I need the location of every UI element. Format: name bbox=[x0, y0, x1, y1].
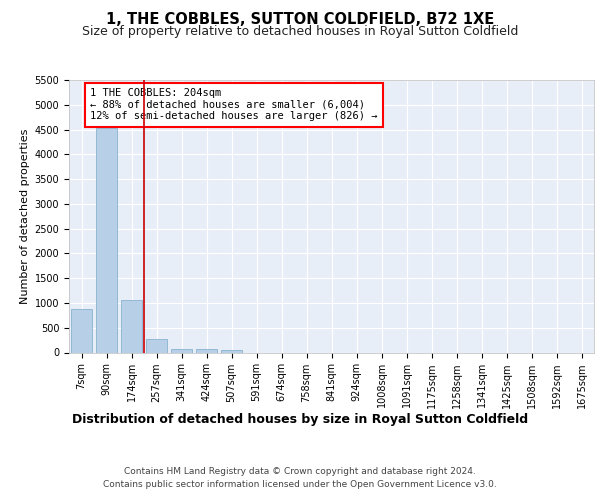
Text: Contains public sector information licensed under the Open Government Licence v3: Contains public sector information licen… bbox=[103, 480, 497, 489]
Bar bbox=[71, 309, 92, 352]
Y-axis label: Number of detached properties: Number of detached properties bbox=[20, 128, 31, 304]
Bar bbox=[196, 348, 217, 352]
Text: 1, THE COBBLES, SUTTON COLDFIELD, B72 1XE: 1, THE COBBLES, SUTTON COLDFIELD, B72 1X… bbox=[106, 12, 494, 28]
Bar bbox=[96, 128, 117, 352]
Bar bbox=[146, 339, 167, 352]
Text: Distribution of detached houses by size in Royal Sutton Coldfield: Distribution of detached houses by size … bbox=[72, 412, 528, 426]
Text: Contains HM Land Registry data © Crown copyright and database right 2024.: Contains HM Land Registry data © Crown c… bbox=[124, 468, 476, 476]
Text: 1 THE COBBLES: 204sqm
← 88% of detached houses are smaller (6,004)
12% of semi-d: 1 THE COBBLES: 204sqm ← 88% of detached … bbox=[90, 88, 377, 122]
Text: Size of property relative to detached houses in Royal Sutton Coldfield: Size of property relative to detached ho… bbox=[82, 25, 518, 38]
Bar bbox=[171, 348, 192, 352]
Bar bbox=[221, 350, 242, 352]
Bar bbox=[121, 300, 142, 352]
